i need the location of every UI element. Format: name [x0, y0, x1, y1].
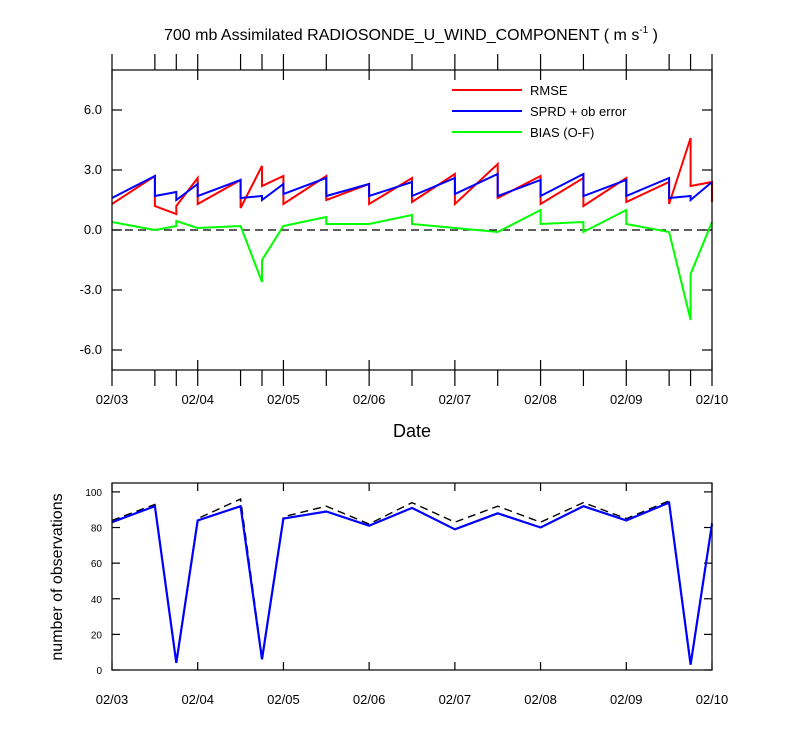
bottom-plot-frame [111, 482, 713, 671]
bottom-y-tick-label: 100 [85, 488, 102, 499]
bottom-x-tick-label: 02/09 [610, 692, 643, 707]
bottom-x-tick-label: 02/04 [181, 692, 214, 707]
top-plot-content: -6.0 -3.0 0.0 3.0 6.0 02/03 02/04 02/05 02/06 02/… [80, 54, 729, 407]
top-y-tick-label: 0.0 [84, 222, 102, 237]
top-x-tick-label: 02/05 [267, 392, 300, 407]
top-x-tick-label: 02/09 [610, 392, 643, 407]
bottom-y-tick-label: 40 [91, 595, 103, 606]
bottom-y-tick-label: 60 [91, 559, 103, 570]
chart-title-superscript: -1 [639, 25, 648, 36]
top-x-tick-label: 02/06 [353, 392, 386, 407]
bottom-y-tick-label: 80 [91, 524, 103, 535]
bottom-x-tick-label: 02/03 [96, 692, 129, 707]
top-panel: -6.0 -3.0 0.0 3.0 6.0 02/03 02/04 02/05 02/06 02/… [80, 54, 729, 407]
top-y-tick-label: -3.0 [80, 282, 102, 297]
chart-title-tail: ) [648, 27, 658, 44]
top-x-tick-label: 02/03 [96, 392, 129, 407]
bottom-plot-content: 0 20 40 60 80 100 02/03 02/04 02/05 02/06 02/07 02/… [85, 483, 728, 707]
bottom-x-tick-label: 02/10 [696, 692, 729, 707]
legend-label-bias-o-f: BIAS (O-F) [530, 125, 594, 140]
top-x-axis-label: Date [393, 421, 431, 441]
bottom-x-tick-label: 02/07 [439, 692, 472, 707]
legend-label-sprd-ob-error: SPRD + ob error [530, 104, 627, 119]
bottom-series-total-observations [111, 497, 713, 664]
top-y-tick-label: 3.0 [84, 162, 102, 177]
top-x-tick-label: 02/07 [439, 392, 472, 407]
bottom-x-tick-label: 02/06 [353, 692, 386, 707]
top-y-tick-label: 6.0 [84, 102, 102, 117]
chart-title: 700 mb Assimilated RADIOSONDE_U_WIND_COM… [164, 25, 658, 44]
legend-label-rmse: RMSE [530, 83, 568, 98]
chart-title-main: 700 mb Assimilated RADIOSONDE_U_WIND_COM… [164, 27, 639, 44]
bottom-y-axis-label: number of observations [49, 493, 66, 660]
top-x-tick-label: 02/04 [181, 392, 214, 407]
top-series-sprd-ob-error [111, 172, 713, 203]
top-y-tick-label: -6.0 [80, 342, 102, 357]
bottom-y-tick-label: 20 [91, 630, 103, 641]
bottom-x-tick-label: 02/08 [524, 692, 557, 707]
top-series-bias-o-f [111, 208, 713, 321]
top-x-tick-label: 02/08 [524, 392, 557, 407]
top-x-tick-label: 02/10 [696, 392, 729, 407]
bottom-x-tick-label: 02/05 [267, 692, 300, 707]
bottom-panel: 0 20 40 60 80 100 02/03 02/04 02/05 02/06 02/07 02/… [85, 482, 728, 707]
top-series-rmse [111, 137, 713, 216]
bottom-y-tick-label: 0 [96, 666, 102, 677]
legend: RMSE SPRD + ob error BIAS (O-F) [452, 83, 627, 140]
top-plot-frame [111, 69, 713, 371]
bottom-series-assimilated-observations [111, 501, 714, 665]
